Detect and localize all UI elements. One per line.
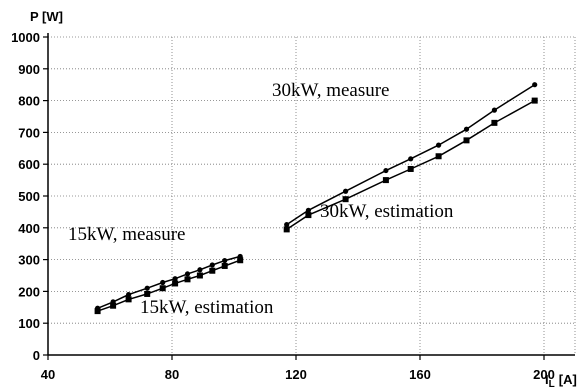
data-point-1-6 bbox=[184, 276, 191, 283]
data-point-0-3 bbox=[144, 285, 150, 291]
y-tick-label-700: 700 bbox=[18, 125, 40, 140]
data-point-0-2 bbox=[126, 291, 132, 298]
y-tick-label-600: 600 bbox=[18, 157, 40, 172]
y-tick-label-800: 800 bbox=[18, 94, 40, 109]
data-point-1-10 bbox=[237, 257, 244, 264]
x-tick-label-160: 160 bbox=[409, 367, 431, 382]
data-point-0-4 bbox=[160, 279, 166, 286]
data-point-1-4 bbox=[159, 285, 166, 292]
y-tick-label-100: 100 bbox=[18, 316, 40, 331]
data-point-2-8 bbox=[532, 82, 538, 88]
x-tick-label-80: 80 bbox=[165, 367, 179, 382]
data-point-1-5 bbox=[172, 280, 179, 287]
y-tick-label-400: 400 bbox=[18, 221, 40, 236]
data-point-0-7 bbox=[197, 267, 203, 273]
data-point-1-8 bbox=[209, 267, 216, 274]
data-point-2-7 bbox=[491, 107, 497, 113]
data-point-1-9 bbox=[221, 262, 228, 269]
series-3 bbox=[283, 97, 538, 233]
y-tick-label-900: 900 bbox=[18, 62, 40, 77]
data-point-2-2 bbox=[343, 188, 349, 194]
data-point-3-2 bbox=[342, 196, 349, 203]
series-2 bbox=[284, 82, 538, 228]
grid bbox=[43, 33, 576, 360]
annotation-30kw-measure: 30kW, measure bbox=[272, 80, 390, 101]
series-1 bbox=[94, 257, 244, 315]
data-point-1-1 bbox=[110, 302, 117, 309]
data-point-3-5 bbox=[435, 153, 442, 160]
data-point-1-3 bbox=[144, 290, 151, 297]
x-tick-label-40: 40 bbox=[41, 367, 55, 382]
y-axis-title: P [W] bbox=[30, 9, 63, 24]
annotation-30kw-estimation: 30kW, estimation bbox=[320, 201, 454, 222]
x-axis-title: IL [A] bbox=[545, 372, 577, 390]
y-tick-label-200: 200 bbox=[18, 284, 40, 299]
data-point-2-4 bbox=[408, 156, 414, 162]
series-annotations: 30kW, measure 30kW, estimation 15kW, mea… bbox=[68, 80, 454, 318]
x-tick-label-200: 200 bbox=[533, 367, 555, 382]
data-point-3-1 bbox=[305, 212, 312, 219]
data-point-1-0 bbox=[94, 308, 101, 315]
data-point-3-3 bbox=[382, 177, 389, 184]
data-point-3-4 bbox=[407, 165, 414, 172]
x-axis-title-sub: L bbox=[549, 379, 555, 390]
y-tick-label-300: 300 bbox=[18, 253, 40, 268]
data-point-0-6 bbox=[184, 271, 191, 277]
data-point-1-7 bbox=[196, 272, 203, 279]
series-group bbox=[94, 82, 538, 315]
data-point-3-8 bbox=[531, 97, 538, 104]
data-point-3-7 bbox=[491, 119, 498, 126]
data-point-0-5 bbox=[172, 276, 178, 282]
data-point-1-2 bbox=[125, 296, 132, 303]
y-tick-label-500: 500 bbox=[18, 189, 40, 204]
x-axis-title-main: I bbox=[545, 372, 549, 387]
data-point-2-0 bbox=[284, 222, 290, 228]
data-point-3-6 bbox=[463, 137, 470, 144]
data-point-2-6 bbox=[463, 126, 470, 132]
annotation-15kw-estimation: 15kW, estimation bbox=[140, 297, 274, 318]
data-point-3-0 bbox=[283, 226, 290, 233]
data-point-0-9 bbox=[222, 257, 228, 264]
data-point-2-3 bbox=[383, 167, 389, 174]
y-tick-label-0: 0 bbox=[33, 348, 40, 363]
x-axis-title-unit: [A] bbox=[559, 372, 577, 387]
tick-labels: 0 100 200 300 400 500 600 700 800 900 1000 40 80 120 1… bbox=[11, 30, 555, 382]
y-tick-label-1000: 1000 bbox=[11, 30, 40, 45]
data-point-2-1 bbox=[305, 207, 311, 213]
data-point-0-8 bbox=[209, 262, 215, 268]
data-point-2-5 bbox=[436, 142, 442, 148]
annotation-15kw-measure: 15kW, measure bbox=[68, 224, 186, 245]
x-tick-label-120: 120 bbox=[285, 367, 307, 382]
